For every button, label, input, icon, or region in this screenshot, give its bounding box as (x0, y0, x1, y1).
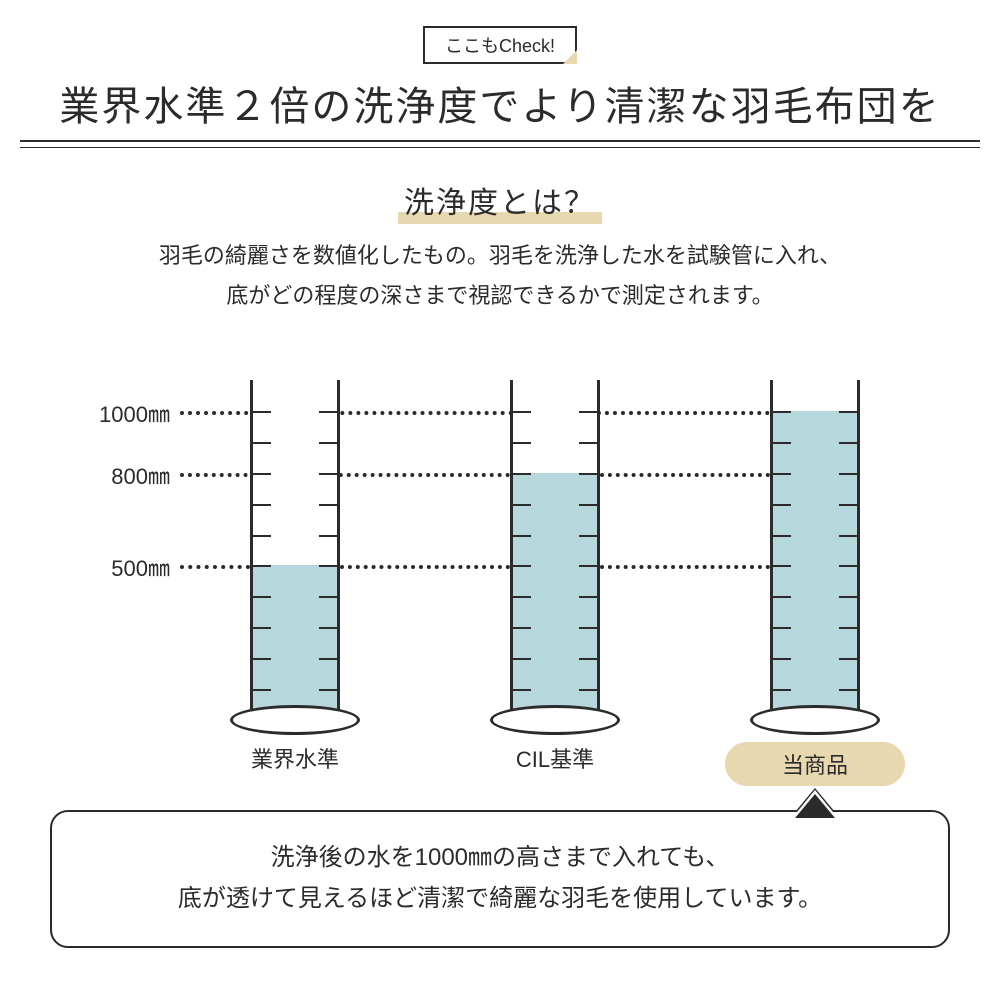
main-title: 業界水準２倍の洗浄度でより清潔な羽毛布団を (0, 74, 1000, 132)
y-axis-label: 500㎜ (60, 551, 170, 583)
check-tag-text: ここもCheck! (445, 36, 555, 56)
tube-tick (253, 442, 271, 444)
tube-base (490, 705, 620, 735)
tube-tick (773, 627, 791, 629)
tube-tick (253, 473, 271, 475)
title-rule (20, 140, 980, 142)
subtitle: 洗浄度とは？ (404, 178, 596, 222)
tube-tick (773, 658, 791, 660)
dotted-guide (340, 565, 510, 569)
tube-tick (839, 535, 857, 537)
tube-tick (839, 473, 857, 475)
callout-line1: 洗浄後の水を1000㎜の高さまで入れても、 (271, 844, 730, 871)
tube-tick (579, 442, 597, 444)
title-rule-thin (20, 147, 980, 148)
tube-tick (253, 565, 271, 567)
tube-tick (839, 411, 857, 413)
tube-tick (579, 411, 597, 413)
tube-tick (773, 565, 791, 567)
tube-tick (773, 535, 791, 537)
tube-tick (319, 565, 337, 567)
tube-tick (513, 565, 531, 567)
tube-tick (253, 596, 271, 598)
y-axis-label: 1000㎜ (60, 397, 170, 429)
tube-tick (513, 627, 531, 629)
tube-tick (773, 596, 791, 598)
cleanliness-chart: 1000㎜ 800㎜ 500㎜ (60, 340, 940, 720)
y-axis-label: 800㎜ (60, 459, 170, 491)
tube-tick (773, 442, 791, 444)
description: 羽毛の綺麗さを数値化したもの。羽毛を洗浄した水を試験管に入れ、 底がどの程度の深… (40, 236, 960, 315)
tube-tick (513, 596, 531, 598)
callout-arrow-fill (797, 790, 833, 812)
tube-fill (253, 565, 337, 720)
tube-tick (773, 689, 791, 691)
description-line2: 底がどの程度の深さまで視認できるかで測定されます。 (226, 283, 773, 308)
tube-tick (579, 658, 597, 660)
tube-tick (773, 504, 791, 506)
tube-tick (319, 442, 337, 444)
tube-label: 業界水準 (205, 742, 385, 774)
tube-tick (579, 473, 597, 475)
tube-tick (839, 596, 857, 598)
tube-tick (513, 658, 531, 660)
tube-tick (839, 689, 857, 691)
dotted-guide (180, 473, 510, 477)
tube-label: CIL基準 (465, 742, 645, 774)
tube-tick (319, 411, 337, 413)
tube-tick (773, 411, 791, 413)
tube-tick (513, 442, 531, 444)
test-tube (510, 380, 600, 720)
tube-tick (579, 504, 597, 506)
tube-tick (773, 473, 791, 475)
tube-tick (513, 504, 531, 506)
dotted-guide (600, 473, 770, 477)
tube-tick (513, 411, 531, 413)
callout-line2: 底が透けて見えるほど清潔で綺麗な羽毛を使用しています。 (178, 885, 822, 912)
tube-tick (253, 411, 271, 413)
description-line1: 羽毛の綺麗さを数値化したもの。羽毛を洗浄した水を試験管に入れ、 (159, 243, 841, 268)
tube-label-highlight: 当商品 (725, 742, 905, 786)
tube-tick (579, 565, 597, 567)
tube-tick (839, 627, 857, 629)
tube-tick (839, 658, 857, 660)
tube-tick (839, 442, 857, 444)
tube-tick (579, 535, 597, 537)
tube-tick (319, 689, 337, 691)
tube-tick (839, 504, 857, 506)
tube-tick (319, 596, 337, 598)
tube-tick (513, 689, 531, 691)
tube-tick (579, 627, 597, 629)
tube-tick (319, 627, 337, 629)
tube-tick (579, 689, 597, 691)
tube-tick (319, 535, 337, 537)
tube-tick (513, 473, 531, 475)
tube-base (230, 705, 360, 735)
tube-tick (253, 658, 271, 660)
tube-tick (513, 535, 531, 537)
tube-tick (319, 504, 337, 506)
subtitle-wrap: 洗浄度とは？ (0, 178, 1000, 222)
dotted-guide (180, 565, 250, 569)
tube-tick (319, 473, 337, 475)
tube-tick (253, 689, 271, 691)
callout-box: 洗浄後の水を1000㎜の高さまで入れても、 底が透けて見えるほど清潔で綺麗な羽毛… (50, 810, 950, 948)
tube-tick (253, 627, 271, 629)
check-tag: ここもCheck! (423, 26, 577, 64)
tube-tick (253, 535, 271, 537)
tube-base (750, 705, 880, 735)
tube-tick (319, 658, 337, 660)
tube-tick (839, 565, 857, 567)
tube-tick (253, 504, 271, 506)
tube-tick (579, 596, 597, 598)
test-tube (250, 380, 340, 720)
dotted-guide (600, 565, 770, 569)
test-tube (770, 380, 860, 720)
